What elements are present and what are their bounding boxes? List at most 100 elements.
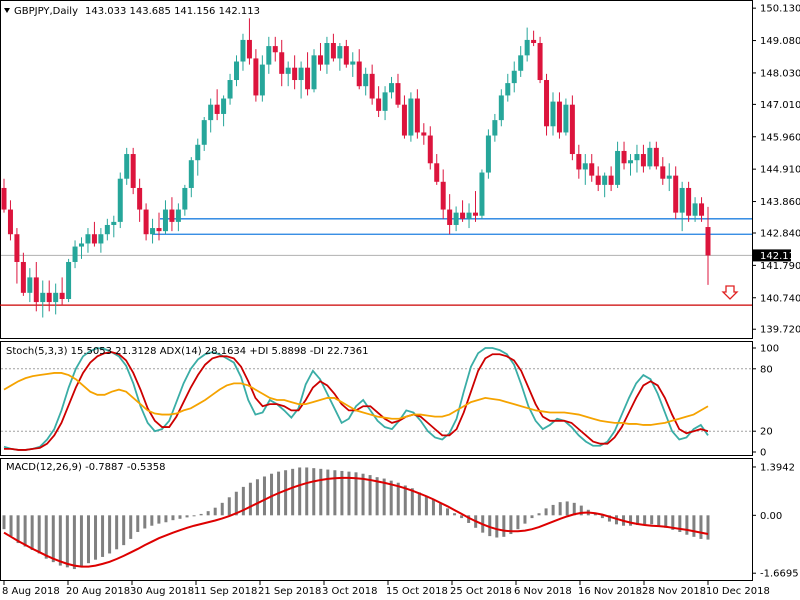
price-tick-label: 142.840: [760, 228, 800, 239]
candle: [98, 228, 104, 253]
candle-body: [537, 43, 543, 81]
candle-body: [382, 92, 388, 111]
stochastic-axis: 100 80 20 0: [752, 344, 779, 459]
macd-bar: [368, 475, 372, 516]
candle: [595, 166, 601, 192]
candle-body: [563, 104, 569, 133]
candle: [589, 154, 595, 182]
candle: [673, 166, 679, 219]
candle: [434, 154, 440, 185]
candle: [292, 55, 298, 90]
macd-bar: [396, 482, 400, 516]
macd-bar: [213, 507, 217, 516]
macd-bar: [692, 515, 696, 537]
candle-body: [188, 160, 194, 188]
candle: [221, 95, 227, 127]
macd-bar: [262, 476, 266, 516]
candle: [511, 61, 517, 93]
collapse-triangle-icon[interactable]: [4, 8, 10, 13]
candle-body: [343, 46, 349, 65]
candle: [279, 39, 285, 87]
candle-body: [337, 46, 343, 59]
macd-label: MACD(12,26,9) -0.7887 -0.5358: [6, 462, 166, 473]
candle: [285, 61, 291, 87]
macd-bar: [122, 515, 126, 546]
price-tick-label: 147.010: [760, 100, 800, 111]
candle-body: [653, 147, 659, 167]
macd-bar: [143, 515, 147, 529]
macd-bar: [643, 515, 647, 525]
candle: [305, 52, 311, 96]
macd-bar: [403, 485, 407, 516]
time-tick-label: 20 Aug 2018: [66, 586, 130, 597]
price-tick-label: 139.720: [760, 325, 800, 336]
macd-bar: [502, 515, 506, 537]
macd-bar: [460, 515, 464, 519]
candle: [311, 49, 317, 93]
candle: [33, 261, 39, 312]
macd-pane: MACD(12,26,9) -0.7887 -0.5358 1.3942 0.00…: [0, 458, 799, 581]
macd-bar: [136, 515, 140, 532]
macd-bar: [108, 515, 112, 554]
candle: [272, 36, 278, 62]
candle-body: [544, 80, 550, 127]
time-tick-label: 11 Sep 2018: [194, 586, 257, 597]
candle-body: [182, 187, 188, 210]
candle-body: [33, 277, 39, 303]
candle: [14, 228, 20, 284]
candle: [550, 92, 556, 136]
macd-bar: [44, 515, 48, 559]
macd-bar: [706, 515, 710, 540]
candle: [1, 178, 7, 213]
candle: [679, 181, 685, 232]
candle-body: [666, 175, 672, 179]
macd-signal-line: [3, 476, 709, 568]
candle-body: [350, 61, 356, 65]
candle-body: [169, 209, 175, 222]
candle: [376, 86, 382, 118]
candle-body: [414, 98, 420, 133]
candle-body: [7, 209, 13, 235]
candle: [408, 92, 414, 142]
macd-bar: [171, 515, 175, 521]
candle-body: [582, 163, 588, 170]
macd-bar: [129, 515, 133, 539]
candle: [324, 36, 330, 74]
candle-body: [705, 227, 711, 256]
candle-body: [266, 46, 272, 65]
current-price-badge: [753, 249, 791, 262]
candle-body: [311, 55, 317, 90]
macd-bar: [79, 515, 83, 568]
macd-bar: [600, 515, 604, 519]
macd-bar: [326, 469, 330, 516]
candle-body: [447, 209, 453, 225]
candle-body: [602, 175, 608, 185]
macd-bar: [51, 515, 55, 563]
candle-body: [608, 175, 614, 185]
macd-bar: [446, 508, 450, 516]
macd-bar: [94, 515, 98, 560]
candle: [150, 218, 156, 244]
candle: [569, 95, 575, 161]
candle-body: [27, 277, 33, 293]
macd-bar: [312, 468, 316, 516]
candle-body: [72, 246, 78, 262]
macd-bar: [579, 505, 583, 516]
candle: [175, 203, 181, 232]
macd-axis: 1.3942 0.00 -1.6695: [752, 462, 799, 580]
candle: [214, 89, 220, 121]
candle: [447, 194, 453, 235]
price-tick-label: 145.960: [760, 132, 800, 143]
candle-body: [531, 39, 537, 44]
macd-bar: [410, 488, 414, 516]
candle: [505, 73, 511, 102]
candle: [46, 280, 52, 312]
macd-bar: [382, 478, 386, 516]
macd-bar: [354, 472, 358, 516]
macd-bar: [629, 515, 633, 526]
candle: [259, 55, 265, 102]
candle-body: [292, 67, 298, 81]
candle-body: [79, 243, 85, 247]
candle-body: [569, 104, 575, 155]
macd-bar: [164, 515, 168, 523]
